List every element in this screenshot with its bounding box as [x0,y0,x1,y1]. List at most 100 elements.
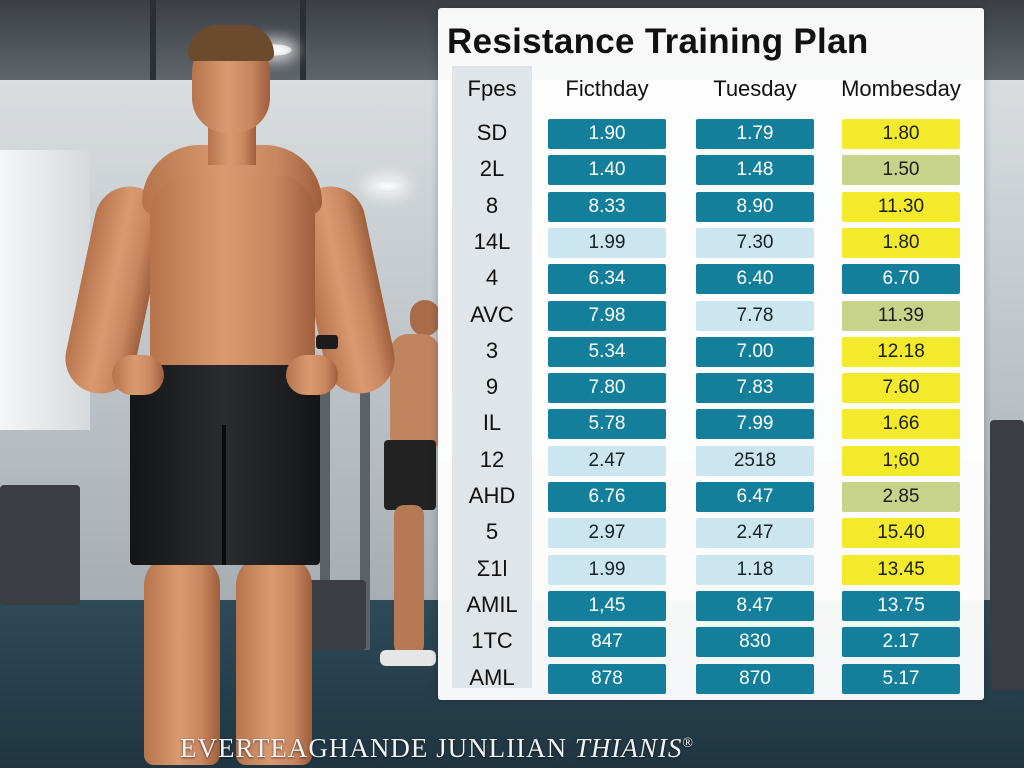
table-cell: 7.99 [696,409,814,439]
table-row: IL 5.78 7.99 1.66 [438,407,984,439]
table-cell: 847 [548,627,666,657]
row-type-label: 8 [485,193,499,218]
table-cell: 15.40 [842,518,960,548]
row-type-label: AVC [470,302,514,327]
row-type-label: 9 [485,374,499,399]
table-cell: 7.78 [696,301,814,331]
row-type-label: AHD [468,483,516,508]
row-type-label: 14L [473,229,511,254]
row-type-label: 4 [485,265,499,290]
table-cell: 7.60 [842,373,960,403]
table-cell: 13.75 [842,591,960,621]
table-cell: 2.17 [842,627,960,657]
column-header-types: Fpes [467,76,517,101]
table-cell: 870 [696,664,814,694]
table-cell: 11.30 [842,192,960,222]
table-cell: 1.40 [548,155,666,185]
table-cell: 8.90 [696,192,814,222]
table-cell: 5.78 [548,409,666,439]
column-header-day-3: Mombesday [841,76,961,101]
column-header-day-1: Ficthday [565,76,649,101]
table-cell: 2.47 [696,518,814,548]
squat-rack-post [320,380,330,650]
table-row: AHD 6.76 6.47 2.85 [438,480,984,512]
table-cell: 1.80 [842,228,960,258]
table-cell: 830 [696,627,814,657]
ceiling-beam [150,0,156,80]
table-cell: 1.79 [696,119,814,149]
table-row: 5 2.97 2.47 15.40 [438,516,984,548]
table-cell: 1.80 [842,119,960,149]
table-cell: 5.34 [548,337,666,367]
table-row: AML 878 870 5.17 [438,662,984,694]
table-cell: 8.33 [548,192,666,222]
table-cell: 6.76 [548,482,666,512]
table-cell: 7.98 [548,301,666,331]
registered-mark-icon: ® [682,736,694,751]
watch-icon [316,335,338,349]
table-cell: 1.18 [696,555,814,585]
table-cell: 1.48 [696,155,814,185]
table-row: 12 2.47 2518 1;60 [438,444,984,476]
table-row: AVC 7.98 7.78 11.39 [438,299,984,331]
table-row: 1TC 847 830 2.17 [438,625,984,657]
table-cell: 6.34 [548,264,666,294]
table-cell: 11.39 [842,301,960,331]
panel-title: Resistance Training Plan [447,22,869,61]
gym-machine [0,485,80,605]
table-row: 14L 1.99 7.30 1.80 [438,226,984,258]
table-cell: 2.85 [842,482,960,512]
training-plan-panel: Resistance Training Plan Fpes Ficthday T… [438,8,984,700]
table-cell: 1.99 [548,228,666,258]
table-cell: 5.17 [842,664,960,694]
table-cell: 1;60 [842,446,960,476]
table-row: Σ1l 1.99 1.18 13.45 [438,553,984,585]
table-cell: 2.97 [548,518,666,548]
table-cell: 7.00 [696,337,814,367]
table-row: 9 7.80 7.83 7.60 [438,371,984,403]
table-cell: 1.66 [842,409,960,439]
table-row: SD 1.90 1.79 1.80 [438,117,984,149]
table-cell: 2518 [696,446,814,476]
table-cell: 8.47 [696,591,814,621]
background-person [380,300,440,670]
ceiling-light [370,180,404,192]
table-row: AMIL 1,45 8.47 13.75 [438,589,984,621]
row-type-label: Σ1l [476,556,508,581]
brand-footer: EVERTEAGHANDE JUNLIIAN THIANIS® [180,728,900,763]
table-row: 2L 1.40 1.48 1.50 [438,153,984,185]
ceiling-beam [300,0,306,80]
table-cell: 7.80 [548,373,666,403]
table-row: 3 5.34 7.00 12.18 [438,335,984,367]
row-type-label: AMIL [466,592,518,617]
table-cell: 7.30 [696,228,814,258]
row-type-label: 12 [479,447,505,472]
table-cell: 2.47 [548,446,666,476]
row-type-label: SD [476,120,508,145]
table-cell: 1.99 [548,555,666,585]
footer-text-a: EVERTEAGHANDE JUNLIIAN [180,733,575,763]
table-row: 4 6.34 6.40 6.70 [438,262,984,294]
row-type-label: 1TC [471,628,513,653]
table-cell: 1.90 [548,119,666,149]
footer-text-b: THIANIS [574,733,683,763]
row-type-label: 3 [485,338,499,363]
row-type-label: IL [482,410,502,435]
gym-machine [990,420,1024,690]
table-cell: 878 [548,664,666,694]
table-cell: 12.18 [842,337,960,367]
row-type-label: AML [469,665,515,690]
table-cell: 6.70 [842,264,960,294]
table-cell: 13.45 [842,555,960,585]
table-cell: 6.40 [696,264,814,294]
type-column-background [452,66,532,688]
table-cell: 1.50 [842,155,960,185]
squat-rack-post [360,360,370,650]
row-type-label: 2L [479,156,505,181]
table-row: 8 8.33 8.90 11.30 [438,190,984,222]
table-cell: 6.47 [696,482,814,512]
table-cell: 1,45 [548,591,666,621]
table-cell: 7.83 [696,373,814,403]
column-header-day-2: Tuesday [713,76,797,101]
row-type-label: 5 [485,519,499,544]
